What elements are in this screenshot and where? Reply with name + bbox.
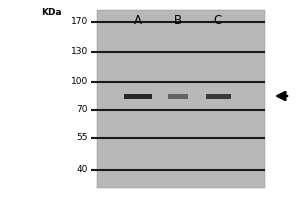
Text: 70: 70 (76, 106, 88, 114)
Bar (97, 10, 265, 188)
Text: A: A (134, 14, 142, 27)
Bar (124, 94, 152, 98)
Text: 40: 40 (76, 166, 88, 174)
Text: C: C (214, 14, 222, 27)
Text: 130: 130 (71, 47, 88, 56)
Text: B: B (174, 14, 182, 27)
Text: 100: 100 (71, 77, 88, 86)
Text: 55: 55 (76, 134, 88, 142)
Bar (168, 94, 188, 98)
Text: KDa: KDa (41, 8, 62, 17)
Bar (206, 94, 230, 98)
Text: 170: 170 (71, 18, 88, 26)
